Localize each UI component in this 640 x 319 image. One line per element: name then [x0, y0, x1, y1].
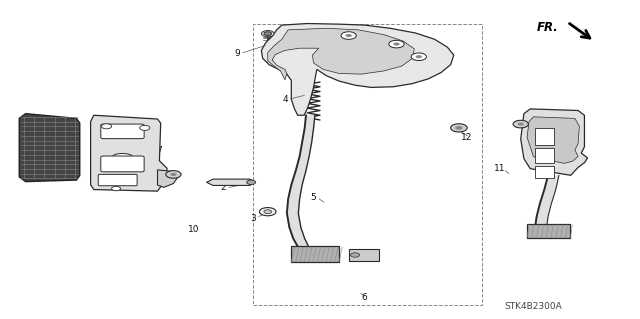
- Text: 12: 12: [461, 133, 472, 142]
- Text: STK4B2300A: STK4B2300A: [505, 302, 563, 311]
- Circle shape: [518, 122, 524, 126]
- Polygon shape: [527, 117, 579, 163]
- Circle shape: [264, 32, 271, 35]
- Polygon shape: [536, 175, 559, 225]
- Text: FR.: FR.: [537, 21, 559, 34]
- Circle shape: [261, 31, 274, 37]
- Bar: [291, 247, 339, 262]
- Text: 1: 1: [579, 155, 584, 164]
- Bar: [536, 128, 554, 145]
- Text: 11: 11: [494, 165, 506, 174]
- Circle shape: [411, 53, 426, 61]
- Text: 8: 8: [58, 128, 63, 137]
- FancyBboxPatch shape: [100, 156, 144, 172]
- Polygon shape: [91, 115, 167, 191]
- Circle shape: [166, 171, 181, 178]
- Polygon shape: [207, 179, 255, 185]
- Circle shape: [246, 180, 255, 184]
- Circle shape: [451, 124, 467, 132]
- Bar: [527, 224, 570, 238]
- Text: 5: 5: [311, 193, 317, 202]
- Polygon shape: [157, 170, 179, 187]
- Circle shape: [259, 208, 276, 216]
- Ellipse shape: [113, 153, 132, 159]
- Bar: [253, 24, 483, 305]
- Bar: [536, 166, 554, 178]
- Circle shape: [415, 55, 422, 58]
- Polygon shape: [521, 109, 588, 175]
- Text: 3: 3: [250, 213, 256, 222]
- Text: 7: 7: [157, 145, 163, 154]
- Bar: [349, 249, 380, 261]
- Polygon shape: [268, 28, 414, 80]
- Text: 10: 10: [188, 225, 200, 234]
- Circle shape: [455, 126, 463, 130]
- Circle shape: [351, 253, 360, 257]
- Text: 2: 2: [220, 183, 226, 192]
- Circle shape: [346, 34, 352, 37]
- FancyBboxPatch shape: [100, 124, 144, 139]
- Circle shape: [170, 173, 177, 176]
- Circle shape: [394, 42, 399, 46]
- Circle shape: [140, 125, 150, 130]
- Circle shape: [513, 120, 529, 128]
- FancyBboxPatch shape: [99, 174, 137, 186]
- Circle shape: [341, 32, 356, 39]
- Text: 9: 9: [234, 49, 240, 58]
- Circle shape: [389, 40, 404, 48]
- Circle shape: [111, 186, 120, 191]
- Bar: [536, 148, 554, 163]
- Polygon shape: [19, 114, 80, 182]
- Circle shape: [264, 210, 271, 214]
- Polygon shape: [287, 115, 315, 247]
- Text: 6: 6: [362, 293, 367, 301]
- Circle shape: [101, 124, 111, 129]
- Text: 4: 4: [282, 95, 288, 104]
- Polygon shape: [261, 24, 454, 115]
